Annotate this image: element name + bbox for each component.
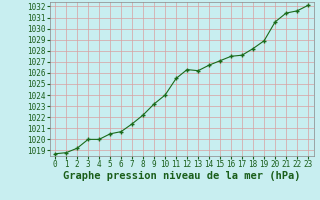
X-axis label: Graphe pression niveau de la mer (hPa): Graphe pression niveau de la mer (hPa) <box>63 171 300 181</box>
